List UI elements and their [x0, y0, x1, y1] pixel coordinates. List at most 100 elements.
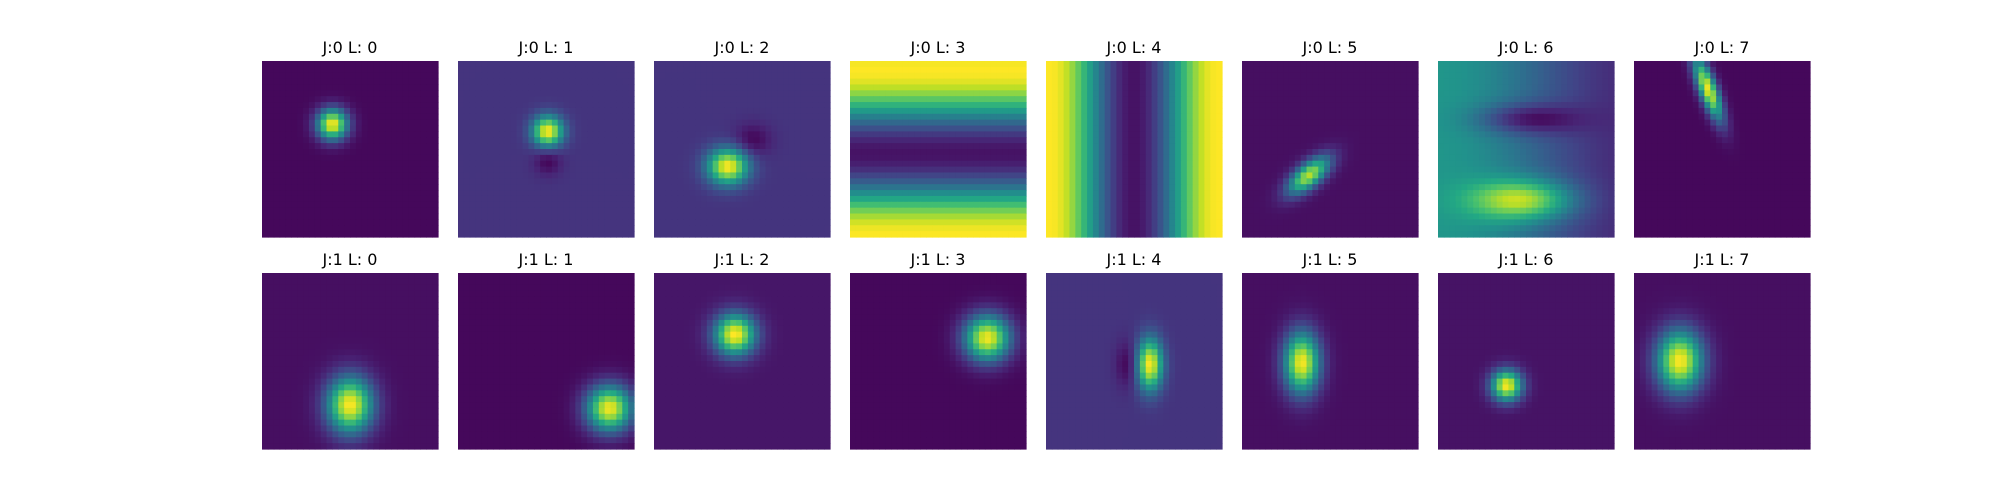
heatmap-cell [350, 190, 357, 197]
heatmap-cell [861, 84, 869, 91]
heatmap-cell [604, 107, 612, 115]
heatmap-cell [355, 72, 363, 80]
heatmap-cell [990, 131, 998, 138]
heatmap-cell [1163, 78, 1170, 86]
heatmap-cell [291, 84, 298, 91]
heatmap-cell [973, 78, 980, 86]
heatmap-cell [367, 72, 375, 80]
heatmap-cell [967, 137, 974, 144]
heatmap-cell [338, 178, 345, 185]
heatmap-cell [777, 225, 784, 232]
heatmap-cell [955, 66, 963, 74]
heatmap-cell [1382, 90, 1390, 97]
heatmap-cell [926, 107, 933, 115]
heatmap-cell [344, 84, 351, 91]
heatmap-cell [659, 102, 667, 109]
heatmap-cell [1318, 61, 1325, 68]
heatmap-cell [1210, 72, 1217, 80]
heatmap-cell [581, 172, 588, 179]
heatmap-cell [1394, 84, 1401, 91]
heatmap-cell [267, 178, 275, 185]
heatmap-cell [783, 125, 790, 132]
heatmap-cell [730, 143, 737, 150]
heatmap-cell [1306, 72, 1313, 80]
heatmap-cell [1198, 125, 1205, 132]
heatmap-cell [747, 178, 755, 185]
heatmap-cell [1116, 225, 1123, 232]
heatmap-cell [996, 190, 1004, 197]
heatmap-cell [742, 143, 749, 150]
heatmap-cell [1014, 107, 1021, 115]
heatmap-cell [373, 225, 380, 232]
heatmap-cell [850, 143, 857, 150]
heatmap-cell [861, 231, 869, 238]
heatmap-cell [818, 78, 825, 86]
heatmap-cell [622, 72, 629, 80]
heatmap-cell [654, 107, 661, 115]
heatmap-cell [1198, 131, 1205, 138]
heatmap-cell [759, 113, 767, 121]
heatmap-cell [396, 96, 404, 103]
heatmap-cell [414, 137, 421, 144]
heatmap-cell [622, 207, 629, 215]
heatmap-cell [1288, 125, 1296, 132]
heatmap-cell [689, 201, 696, 209]
heatmap-cell [1151, 213, 1159, 220]
heatmap-cell [1271, 61, 1278, 68]
heatmap-cell [350, 184, 357, 191]
heatmap-cell [1376, 107, 1384, 115]
heatmap-cell [402, 172, 410, 179]
heatmap-cell [1210, 143, 1217, 150]
heatmap-cell [1412, 107, 1419, 115]
heatmap-cell [528, 201, 535, 209]
heatmap-cell [753, 201, 761, 209]
heatmap-cell [1169, 72, 1176, 80]
heatmap-cell [806, 201, 813, 209]
heatmap-cell [938, 102, 945, 109]
heatmap-cell [499, 96, 506, 103]
heatmap-cell [1376, 96, 1384, 103]
heatmap-cell [1198, 201, 1205, 209]
heatmap-cell [481, 207, 488, 215]
heatmap-cell [1216, 166, 1223, 174]
heatmap-cell [587, 154, 594, 162]
heatmap-cell [855, 154, 863, 162]
heatmap-cell [861, 72, 869, 80]
heatmap-cell [504, 190, 512, 197]
heatmap-cell [949, 201, 957, 209]
heatmap-cell [610, 119, 617, 127]
heatmap-cell [654, 84, 661, 91]
heatmap-cell [1075, 143, 1082, 150]
heatmap-cell [273, 178, 281, 185]
heatmap-cell [1104, 172, 1112, 179]
heatmap-cell [320, 213, 328, 220]
heatmap-cell [800, 184, 808, 191]
heatmap-cell [736, 178, 743, 185]
heatmap-cell [1180, 195, 1188, 203]
heatmap-cell [1014, 102, 1021, 109]
heatmap-cell [949, 190, 957, 197]
heatmap-cell [1075, 213, 1082, 220]
heatmap-cell [891, 66, 898, 74]
heatmap-cell [575, 172, 582, 179]
heatmap-cell [800, 178, 808, 185]
heatmap-cell [967, 219, 974, 226]
heatmap-cell [581, 219, 588, 226]
heatmap-cell [385, 178, 392, 185]
heatmap-cell [373, 84, 380, 91]
heatmap-cell [771, 119, 778, 127]
heatmap-cell [1051, 149, 1059, 156]
heatmap-cell [996, 207, 1004, 215]
heatmap-cell [308, 195, 316, 203]
heatmap-cell [326, 207, 333, 215]
heatmap-cell [683, 72, 690, 80]
heatmap-cell [659, 166, 667, 174]
heatmap-cell [528, 207, 535, 215]
heatmap-cell [932, 90, 939, 97]
heatmap-cell [742, 72, 749, 80]
heatmap-cell [747, 190, 755, 197]
heatmap-cell [908, 154, 916, 162]
heatmap-cell [1098, 184, 1106, 191]
heatmap-cell [932, 160, 939, 168]
heatmap-cell [794, 225, 802, 232]
